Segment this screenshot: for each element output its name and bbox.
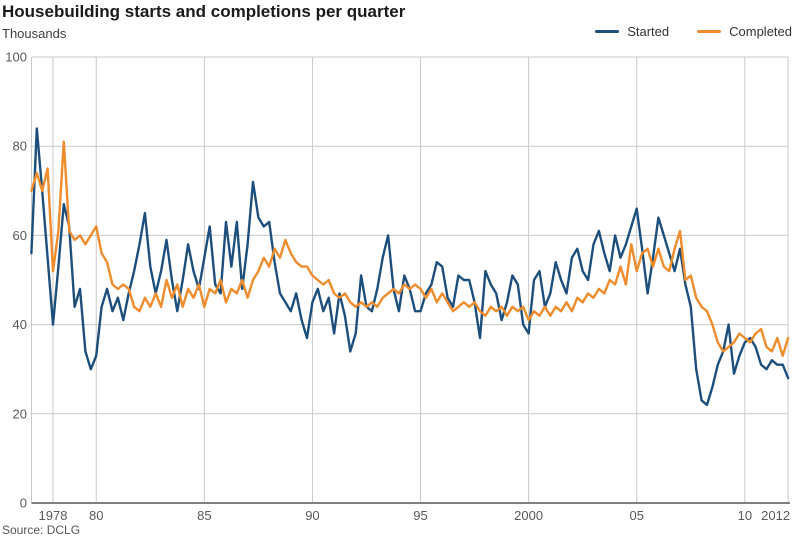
started-line-swatch bbox=[595, 30, 620, 33]
y-axis-labels: 0 20 40 60 80 100 bbox=[5, 50, 27, 511]
gridlines bbox=[31, 56, 789, 504]
svg-text:1978: 1978 bbox=[39, 508, 68, 523]
legend-label-started: Started bbox=[627, 24, 670, 39]
svg-text:2012: 2012 bbox=[761, 508, 790, 523]
svg-text:100: 100 bbox=[5, 50, 27, 65]
svg-text:80: 80 bbox=[89, 508, 103, 523]
svg-text:95: 95 bbox=[413, 508, 427, 523]
legend: Started Completed bbox=[595, 24, 792, 39]
completed-line-swatch bbox=[697, 30, 722, 33]
source-note: Source: DCLG bbox=[2, 523, 81, 537]
svg-text:20: 20 bbox=[13, 406, 27, 421]
x-axis-labels: 1978 80 85 90 95 2000 05 10 2012 bbox=[39, 508, 791, 523]
svg-text:10: 10 bbox=[738, 508, 752, 523]
legend-item-started: Started bbox=[595, 24, 669, 39]
chart-title: Housebuilding starts and completions per… bbox=[2, 2, 406, 21]
svg-text:40: 40 bbox=[13, 317, 27, 332]
svg-text:05: 05 bbox=[630, 508, 644, 523]
series-line-started bbox=[30, 127, 790, 407]
svg-text:0: 0 bbox=[20, 496, 27, 511]
svg-text:90: 90 bbox=[305, 508, 319, 523]
svg-text:60: 60 bbox=[13, 228, 27, 243]
legend-item-completed: Completed bbox=[697, 24, 792, 39]
series-line-completed bbox=[30, 140, 790, 357]
svg-text:2000: 2000 bbox=[514, 508, 543, 523]
svg-text:85: 85 bbox=[197, 508, 211, 523]
y-axis-unit-label: Thousands bbox=[2, 26, 67, 41]
legend-label-completed: Completed bbox=[729, 24, 792, 39]
svg-text:80: 80 bbox=[13, 139, 27, 154]
